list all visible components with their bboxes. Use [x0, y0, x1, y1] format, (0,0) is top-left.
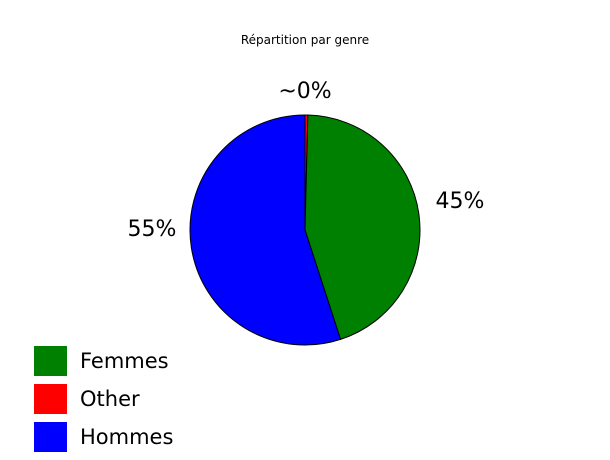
slice-label-other: ~0%: [278, 79, 331, 104]
legend-label-other: Other: [80, 387, 140, 411]
legend-swatch-hommes: [34, 422, 67, 452]
legend-label-hommes: Hommes: [80, 425, 173, 449]
legend-swatch-other: [34, 384, 67, 414]
slice-label-femmes: 45%: [436, 189, 485, 214]
slice-labels: ~0% 45% 55%: [128, 79, 485, 242]
pie-slice-hommes: [189, 114, 342, 346]
legend: Femmes Other Hommes: [34, 346, 173, 452]
chart-title: Répartition par genre: [241, 33, 369, 47]
legend-label-femmes: Femmes: [80, 349, 169, 373]
legend-swatch-femmes: [34, 346, 67, 376]
pie-slice-femmes: [304, 114, 421, 341]
pie-slices: [189, 114, 421, 346]
slice-label-hommes: 55%: [128, 217, 177, 242]
